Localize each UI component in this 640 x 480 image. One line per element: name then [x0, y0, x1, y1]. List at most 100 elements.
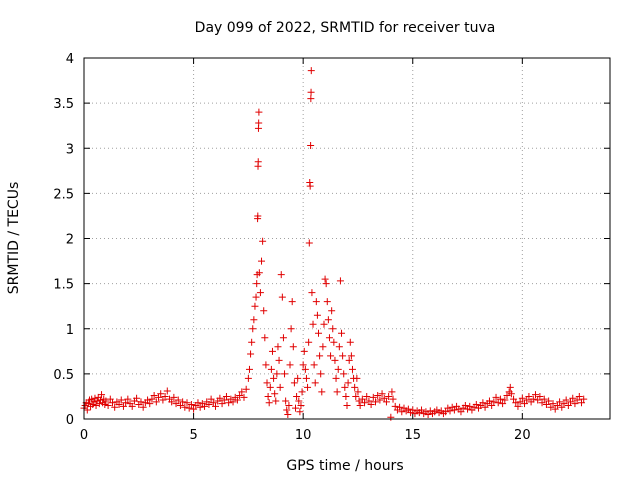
data-point [170, 393, 178, 401]
data-point [307, 142, 315, 150]
data-point [294, 374, 302, 382]
data-point [264, 392, 272, 400]
data-point [450, 406, 458, 414]
data-point [261, 334, 269, 342]
data-point [296, 408, 304, 416]
data-point [309, 320, 317, 328]
data-point [240, 393, 248, 401]
data-point [300, 347, 308, 355]
data-point [179, 398, 187, 406]
data-point [276, 383, 284, 391]
x-tick-label: 0 [80, 428, 88, 443]
data-point [281, 370, 289, 378]
data-point [321, 275, 329, 283]
data-point [245, 365, 253, 373]
data-point [367, 401, 375, 409]
data-point [122, 399, 130, 407]
data-point [578, 399, 586, 407]
data-point [291, 404, 299, 412]
data-point [391, 402, 399, 410]
data-point [336, 277, 344, 285]
data-point [316, 352, 324, 360]
data-point [152, 398, 160, 406]
data-point [106, 395, 114, 403]
data-point [183, 399, 191, 407]
data-point [271, 390, 279, 398]
y-tick-label: 4 [66, 52, 74, 67]
axis-ticks: 0 5 10 15 20 0 0.5 1 1.5 2 2.5 3 3.5 4 [53, 52, 610, 443]
data-point [331, 356, 339, 364]
data-point [494, 399, 502, 407]
data-point [233, 396, 241, 404]
data-point [540, 395, 548, 403]
data-point [371, 398, 379, 406]
data-point [148, 395, 156, 403]
data-point [251, 302, 259, 310]
data-point [322, 280, 330, 288]
data-point [329, 325, 337, 333]
data-point [307, 95, 315, 103]
data-point [382, 398, 390, 406]
data-point [259, 237, 267, 245]
data-point [283, 406, 291, 414]
data-point [313, 311, 321, 319]
data-point [297, 401, 305, 409]
y-tick-label: 0.5 [53, 368, 74, 383]
data-point [446, 407, 454, 415]
data-point [247, 350, 255, 358]
data-point [252, 293, 260, 301]
data-point [279, 334, 287, 342]
data-point [144, 396, 152, 404]
data-point [306, 182, 314, 190]
data-point [418, 406, 426, 414]
data-point [157, 390, 165, 398]
data-point [181, 403, 189, 411]
data-point [288, 298, 296, 306]
data-point [187, 401, 195, 409]
data-point [174, 396, 182, 404]
data-point [146, 400, 154, 408]
data-point [479, 399, 487, 407]
data-point [328, 307, 336, 315]
data-point [457, 408, 465, 416]
data-point [267, 365, 275, 373]
data-point [573, 396, 581, 404]
data-point [442, 408, 450, 416]
data-point [282, 397, 290, 405]
y-tick-label: 0 [66, 413, 74, 428]
y-tick-label: 1.5 [53, 278, 74, 293]
data-point [163, 387, 171, 395]
data-point [547, 403, 555, 411]
data-point [319, 343, 327, 351]
data-point [523, 396, 531, 404]
data-point [387, 413, 395, 421]
data-point [205, 401, 213, 409]
data-point [325, 334, 333, 342]
data-point [488, 401, 496, 409]
data-point [358, 395, 366, 403]
data-point [343, 401, 351, 409]
y-tick-label: 1 [66, 323, 74, 338]
data-point [277, 271, 285, 279]
data-point [298, 388, 306, 396]
data-point [518, 394, 526, 402]
data-point [150, 392, 158, 400]
data-point [339, 352, 347, 360]
data-point [369, 393, 377, 401]
data-point [176, 401, 184, 409]
data-point [355, 397, 363, 405]
data-point [137, 398, 145, 406]
data-point [466, 402, 474, 410]
data-point [389, 395, 397, 403]
data-point [378, 390, 386, 398]
data-point [351, 383, 359, 391]
data-point [290, 379, 298, 387]
data-point [307, 88, 315, 96]
data-point [361, 399, 369, 407]
x-tick-label: 20 [514, 428, 531, 443]
data-point [90, 398, 98, 406]
data-point [342, 392, 350, 400]
data-point [265, 399, 273, 407]
data-point [238, 388, 246, 396]
